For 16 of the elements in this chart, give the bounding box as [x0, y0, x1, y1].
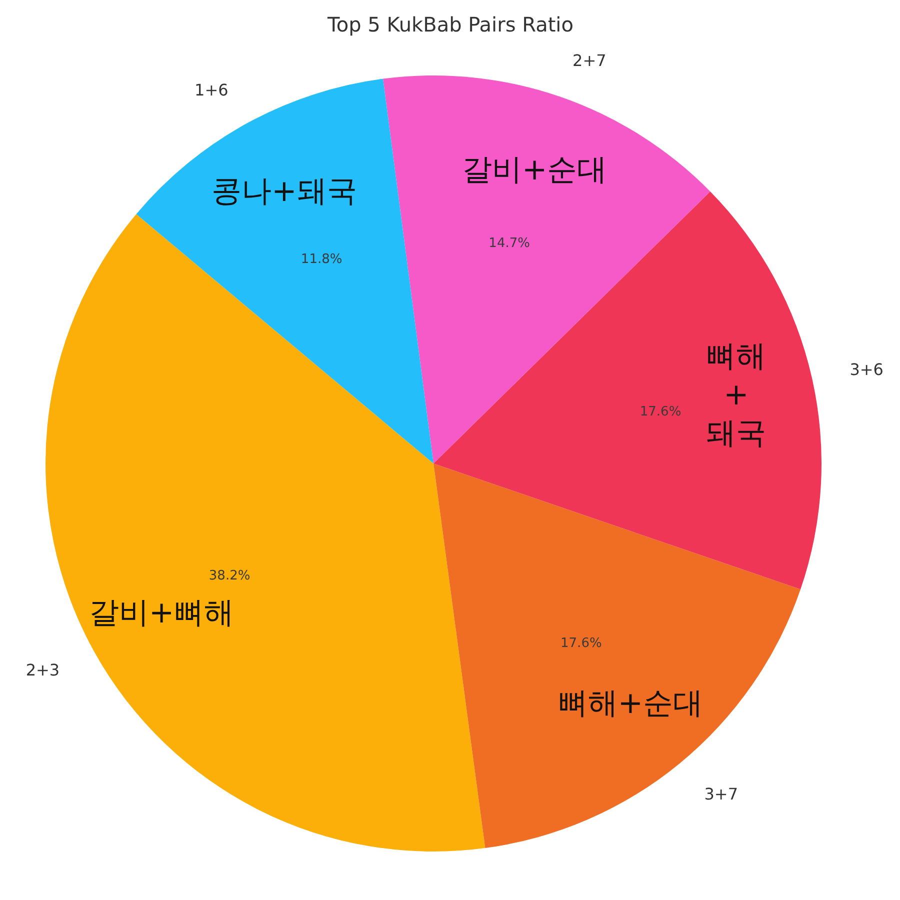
chart-title: Top 5 KukBab Pairs Ratio — [326, 12, 574, 36]
data-label: 17.6% — [640, 404, 682, 420]
slice-label: 1+6 — [194, 80, 228, 100]
slice-label: 3+7 — [704, 784, 738, 804]
text: 뼈해+순대 — [558, 686, 703, 721]
text: 뼈해 + 돼국 — [706, 338, 766, 451]
data-label: 38.2% — [208, 568, 250, 584]
slice-label: 3+6 — [850, 360, 884, 379]
text: 갈비+순대 — [462, 152, 608, 188]
slice-label: 2+7 — [572, 50, 606, 70]
data-label: 14.7% — [488, 236, 530, 251]
text: 갈비+뼈해 — [89, 596, 234, 631]
slice-label: 2+3 — [26, 660, 60, 680]
data-label: 11.8% — [300, 252, 342, 267]
text: 콩나+돼국 — [212, 174, 357, 209]
data-label: 17.6% — [560, 636, 602, 651]
